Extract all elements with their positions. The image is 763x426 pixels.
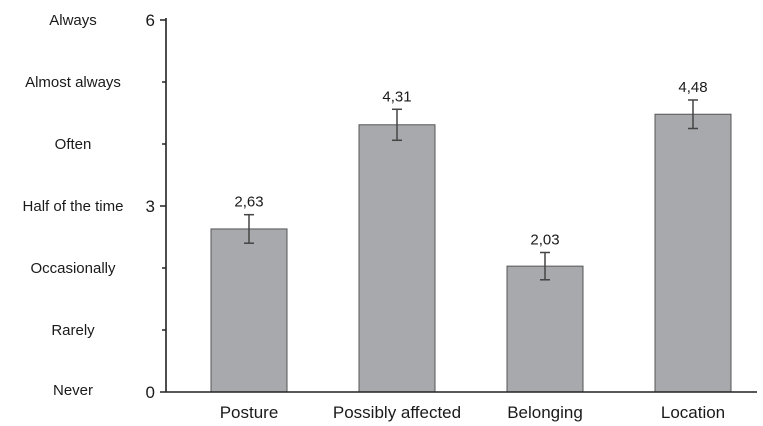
y-frequency-label: Never [53, 382, 93, 399]
bar-possibly-affected [358, 124, 436, 393]
error-bars [244, 99, 698, 281]
error-bar-location [688, 99, 698, 130]
bar-posture [210, 228, 288, 393]
y-axis-ticks: 0 3 6 [146, 11, 166, 402]
y-frequency-label: Almost always [25, 74, 121, 91]
y-frequency-labels: Always Almost always Often Half of the time… [23, 12, 124, 399]
value-label-location: 4,48 [678, 79, 707, 96]
value-label-belonging: 2,03 [530, 232, 559, 249]
y-frequency-label: Half of the time [23, 198, 124, 215]
y-frequency-label: Often [55, 136, 92, 153]
x-category-labels: Posture Possibly affected Belonging Locatio… [220, 403, 725, 422]
y-tick-label: 6 [146, 11, 155, 30]
error-bar-belonging [540, 251, 550, 281]
error-bar-posture [244, 213, 254, 244]
bar-location [654, 113, 732, 393]
value-labels: 2,63 4,31 2,03 4,48 [234, 79, 707, 249]
y-frequency-label: Occasionally [30, 260, 116, 277]
y-tick-label: 3 [146, 197, 155, 216]
x-tick-label-possibly-affected: Possibly affected [333, 403, 461, 422]
x-tick-label-posture: Posture [220, 403, 279, 422]
y-frequency-label: Rarely [51, 322, 95, 339]
x-tick-label-belonging: Belonging [507, 403, 583, 422]
bars [210, 113, 732, 393]
y-tick-label: 0 [146, 383, 155, 402]
value-label-possibly-affected: 4,31 [382, 88, 411, 105]
value-label-posture: 2,63 [234, 194, 263, 211]
y-frequency-label: Always [49, 12, 97, 29]
error-bar-possibly-affected [392, 108, 402, 142]
bar-belonging [506, 265, 584, 393]
x-tick-label-location: Location [661, 403, 725, 422]
